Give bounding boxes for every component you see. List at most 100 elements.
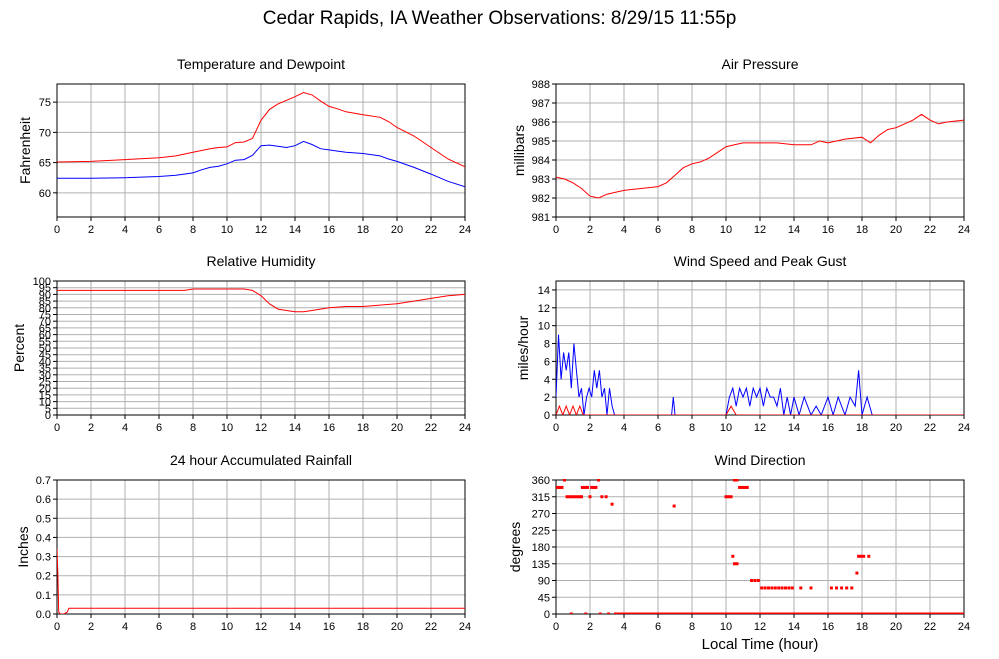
data-point: [807, 612, 811, 614]
x-axis-label: Local Time (hour): [702, 636, 819, 653]
data-point: [580, 495, 583, 499]
data-point: [590, 485, 594, 489]
y-tick-label: 95: [39, 283, 51, 295]
data-point: [726, 612, 729, 614]
data-point: [744, 612, 747, 614]
data-point: [782, 612, 785, 614]
series-line: [556, 404, 964, 415]
data-point: [828, 612, 831, 614]
data-point: [557, 485, 561, 489]
data-point: [727, 612, 731, 614]
y-tick-label: 983: [532, 174, 550, 186]
data-point: [741, 612, 744, 614]
data-point: [788, 612, 792, 614]
y-tick-label: 0: [45, 410, 51, 422]
data-point: [701, 612, 705, 614]
x-tick-label: 2: [587, 422, 593, 434]
data-point: [696, 612, 699, 614]
data-point: [650, 612, 653, 614]
data-point: [753, 612, 757, 614]
data-point: [627, 612, 630, 614]
data-point: [731, 612, 735, 614]
data-point: [637, 612, 641, 614]
data-point: [870, 612, 874, 614]
data-point: [911, 612, 914, 614]
data-point: [920, 612, 924, 614]
data-point: [869, 612, 872, 614]
y-tick-label: 80: [39, 303, 51, 315]
x-tick-label: 4: [621, 422, 627, 434]
x-tick-label: 8: [689, 621, 695, 633]
data-point: [597, 479, 600, 482]
data-point: [737, 612, 740, 614]
data-point: [625, 612, 629, 614]
data-point: [716, 612, 720, 614]
data-point: [680, 612, 683, 614]
data-point: [821, 612, 825, 614]
y-tick-label: 985: [532, 136, 550, 148]
x-tick-label: 6: [655, 621, 661, 633]
data-point: [735, 479, 739, 482]
data-point: [724, 495, 728, 499]
y-tick-label: 8: [544, 339, 550, 351]
x-tick-label: 22: [924, 621, 936, 633]
x-tick-label: 16: [323, 422, 335, 434]
data-point: [678, 612, 682, 614]
data-point: [763, 586, 767, 590]
data-point: [937, 612, 940, 614]
x-tick-label: 6: [655, 422, 661, 434]
x-tick-label: 2: [587, 621, 593, 633]
x-tick-label: 14: [788, 621, 800, 633]
x-tick-label: 18: [357, 422, 369, 434]
data-point: [889, 612, 893, 614]
y-axis-label: miles/hour: [515, 315, 531, 380]
data-point: [584, 612, 588, 614]
x-tick-label: 24: [459, 224, 471, 236]
data-point: [654, 612, 657, 614]
data-point: [707, 612, 710, 614]
x-tick-label: 0: [553, 422, 559, 434]
data-point: [749, 612, 752, 614]
data-point: [646, 612, 649, 614]
y-axis-label: Fahrenheit: [17, 117, 33, 184]
data-point: [957, 612, 961, 614]
x-tick-label: 12: [754, 422, 766, 434]
data-point: [840, 612, 844, 614]
data-point: [631, 612, 634, 614]
data-point: [831, 612, 834, 614]
data-point: [750, 612, 754, 614]
data-point: [703, 612, 706, 614]
data-point: [900, 612, 903, 614]
data-point: [652, 612, 656, 614]
data-point: [647, 612, 650, 614]
data-point: [961, 612, 964, 614]
data-point: [727, 495, 731, 499]
data-point: [793, 612, 796, 614]
data-point: [780, 612, 784, 614]
data-point: [862, 612, 865, 614]
x-tick-label: 10: [221, 422, 233, 434]
data-point: [899, 612, 902, 614]
data-point: [881, 612, 884, 614]
y-tick-label: 60: [39, 188, 51, 200]
data-point: [939, 612, 943, 614]
y-tick-label: 0.0: [36, 609, 51, 621]
x-tick-label: 22: [924, 422, 936, 434]
x-tick-label: 24: [459, 621, 471, 633]
data-point: [769, 612, 773, 614]
x-tick-label: 2: [587, 224, 593, 236]
x-tick-label: 2: [88, 422, 94, 434]
data-point: [756, 612, 759, 614]
data-point: [941, 612, 944, 614]
y-tick-label: 0: [544, 410, 550, 422]
x-tick-label: 18: [856, 422, 868, 434]
data-point: [748, 612, 751, 614]
data-point: [949, 612, 952, 614]
x-tick-label: 20: [391, 224, 403, 236]
data-point: [682, 612, 686, 614]
y-tick-label: 0.4: [36, 532, 51, 544]
x-tick-label: 14: [788, 422, 800, 434]
x-tick-label: 12: [255, 224, 267, 236]
data-point: [904, 612, 908, 614]
y-tick-label: 0.7: [36, 475, 51, 487]
